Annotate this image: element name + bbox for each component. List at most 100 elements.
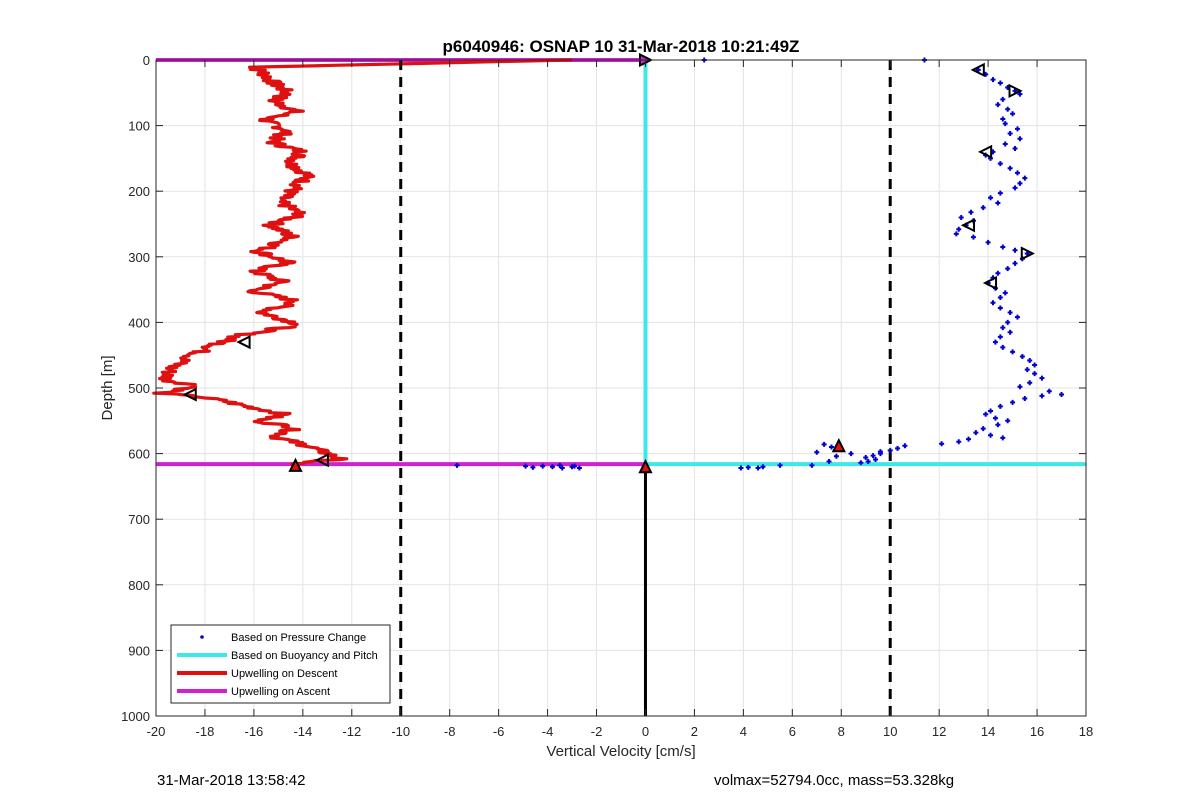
pressure-point <box>1032 362 1038 368</box>
pressure-point <box>1039 393 1045 399</box>
pressure-point <box>877 449 883 455</box>
y-tick-label: 0 <box>143 53 150 68</box>
pressure-point <box>988 408 994 414</box>
pressure-point <box>1024 367 1030 373</box>
pressure-point <box>523 463 529 469</box>
y-tick-label: 300 <box>128 250 150 265</box>
legend-label: Based on Pressure Change <box>231 632 366 644</box>
x-tick-label: 14 <box>981 724 995 739</box>
tick-layer: -20 -18 -16 -14 -12 -10 -8 -6 -4 -2 0 2 4 6 8 10 12 14 16 1… <box>121 53 1093 739</box>
pressure-point <box>1000 116 1006 122</box>
x-tick-label: 4 <box>740 724 747 739</box>
pressure-point <box>983 411 989 417</box>
pressure-point <box>576 465 582 471</box>
pressure-point <box>992 415 998 421</box>
pressure-point <box>997 334 1003 340</box>
pressure-point <box>995 270 1001 276</box>
pressure-point <box>1010 349 1016 355</box>
pressure-point <box>1000 325 1006 331</box>
pressure-point <box>572 463 577 469</box>
pressure-point <box>1005 106 1011 112</box>
x-axis-label: Vertical Velocity [cm/s] <box>546 743 695 760</box>
pressure-point <box>1012 260 1018 266</box>
pressure-point <box>1000 244 1006 250</box>
pressure-point <box>821 441 827 447</box>
ascent-marker <box>982 275 998 291</box>
pressure-point <box>833 453 839 459</box>
descent-marker <box>314 453 329 468</box>
ascent-marker <box>977 144 993 159</box>
pressure-point <box>1007 329 1013 335</box>
x-tick-label: -18 <box>196 724 215 739</box>
ascent-marker <box>1008 83 1023 98</box>
pressure-point <box>988 432 994 438</box>
ascent-marker <box>960 218 976 233</box>
pressure-point <box>968 209 974 215</box>
pressure-point <box>745 464 751 470</box>
pressure-point <box>1000 344 1006 350</box>
pressure-point <box>990 300 996 306</box>
pressure-point <box>953 231 959 237</box>
pressure-point <box>895 445 901 451</box>
x-tick-label: -6 <box>493 724 505 739</box>
pressure-point <box>980 205 986 211</box>
pressure-point <box>557 462 563 468</box>
pressure-point <box>738 465 744 471</box>
pressure-point <box>1017 384 1023 390</box>
pressure-point <box>1000 96 1006 102</box>
pressure-point <box>1032 371 1038 377</box>
y-tick-label: 800 <box>128 578 150 593</box>
pressure-point <box>1027 380 1033 386</box>
x-tick-label: -12 <box>342 724 361 739</box>
pressure-point <box>858 460 864 466</box>
x-tick-label: -14 <box>293 724 312 739</box>
pressure-point <box>1017 91 1023 97</box>
x-tick-label: 12 <box>932 724 946 739</box>
descent-marker <box>288 457 303 472</box>
pressure-point <box>870 453 876 459</box>
pressure-point <box>1019 354 1025 360</box>
x-tick-label: 2 <box>691 724 698 739</box>
pressure-point <box>956 226 962 232</box>
pressure-point <box>549 464 555 470</box>
pressure-point <box>980 426 986 432</box>
pressure-point <box>939 441 945 447</box>
pressure-point <box>1007 165 1013 171</box>
pressure-point <box>1005 418 1011 424</box>
legend-label: Upwelling on Descent <box>231 668 337 680</box>
pressure-point <box>887 447 893 453</box>
pressure-point <box>1017 136 1023 142</box>
pressure-point <box>454 462 460 468</box>
pressure-point <box>995 200 1001 206</box>
legend-label: Based on Buoyancy and Pitch <box>231 650 378 662</box>
x-tick-label: -8 <box>444 724 456 739</box>
pressure-point <box>988 195 994 201</box>
pressure-point <box>997 190 1003 196</box>
pressure-point <box>1002 141 1008 147</box>
descent-marker <box>638 458 653 474</box>
pressure-point <box>997 161 1003 167</box>
pressure-point <box>995 102 1001 108</box>
pressure-point <box>755 465 761 471</box>
pressure-point <box>1014 170 1020 176</box>
x-tick-label: 8 <box>838 724 845 739</box>
pressure-point <box>873 457 879 463</box>
pressure-point <box>1027 357 1033 363</box>
legend: Based on Pressure Change Based on Buoyanc… <box>170 624 391 704</box>
pressure-point <box>1007 130 1013 136</box>
ascent-marker <box>970 62 985 77</box>
y-tick-label: 100 <box>128 119 150 134</box>
pressure-point <box>1012 146 1018 152</box>
ascent-marker <box>1020 246 1035 261</box>
pressure-point <box>956 439 962 445</box>
x-tick-label: 16 <box>1030 724 1044 739</box>
y-tick-label: 400 <box>128 315 150 330</box>
pressure-point <box>809 462 815 468</box>
x-tick-label: -4 <box>542 724 554 739</box>
pressure-point <box>865 458 871 464</box>
y-tick-label: 500 <box>128 381 150 396</box>
pressure-point <box>863 455 869 461</box>
pressure-point <box>997 294 1003 300</box>
pressure-point <box>530 464 536 470</box>
